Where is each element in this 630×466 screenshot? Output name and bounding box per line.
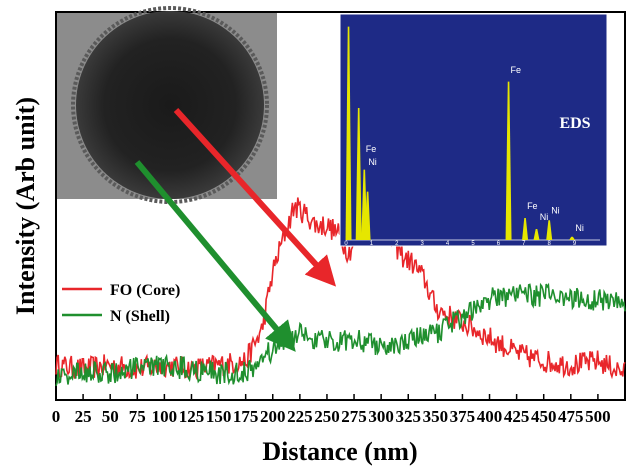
x-tick-label: 325 [395,407,421,426]
x-tick-label: 50 [102,407,119,426]
eds-peak-label: Ni [540,212,549,222]
eds-tick-label: 6 [497,241,501,247]
eds-tick-label: 7 [522,241,526,247]
x-tick-label: 150 [206,407,232,426]
x-axis-title: Distance (nm) [262,437,417,466]
eds-background [339,13,608,247]
x-tick-label: 300 [368,407,394,426]
x-tick-label: 225 [287,407,313,426]
eds-peak-label: Fe [366,144,377,154]
x-tick-label: 450 [531,407,557,426]
y-axis-title: Intensity (Arb unit) [11,97,40,315]
eds-peak [505,81,512,240]
x-tick-label: 100 [152,407,178,426]
legend-label-fo: FO (Core) [110,282,180,299]
legend-label-n: N (Shell) [110,308,170,325]
x-tick-label: 200 [260,407,286,426]
nanoparticle-micrograph-icon [76,11,264,199]
eds-peak [355,108,362,240]
x-tick-label: 275 [341,407,367,426]
eds-peak [345,26,352,240]
eds-title: EDS [559,115,590,132]
eds-peak [569,236,576,240]
x-tick-label: 400 [477,407,503,426]
x-tick-label: 250 [314,407,340,426]
eds-tick-label: 5 [471,241,475,247]
plot-frame [55,11,626,401]
x-tick-label: 475 [558,407,584,426]
eds-peak [364,191,371,240]
x-axis-ticks: 0 25 50 75 100 125 150 175 200 225 250 275 300 325 350… [52,394,611,426]
eds-peak-label: Ni [368,157,377,167]
x-tick-label: 375 [450,407,476,426]
eds-peak [546,220,553,240]
eds-tick-label: 4 [446,241,450,247]
eds-tick-label: 1 [370,241,374,247]
eds-peak-label: Ni [575,223,584,233]
eds-peak-label: Ni [551,206,560,216]
x-tick-label: 25 [75,407,92,426]
green-arrow [134,160,296,352]
eds-peak-label: Fe [511,65,522,75]
eds-peak [522,218,529,240]
x-tick-label: 425 [504,407,530,426]
eds-tick-label: 9 [573,241,577,247]
tem-inset [57,6,277,204]
eds-tick-label: 8 [548,241,552,247]
plot-area: 0 25 50 75 100 125 150 175 200 225 250 275 300 325 350… [52,11,626,426]
red-arrow [173,107,337,287]
legend: FO (Core) N (Shell) [62,282,180,325]
x-tick-label: 75 [129,407,146,426]
eds-peak-label: Fe [527,201,538,211]
x-tick-label: 125 [179,407,205,426]
eds-tick-label: 0 [344,241,348,247]
x-tick-label: 0 [52,407,61,426]
x-tick-label: 350 [423,407,449,426]
series-line-n [55,282,626,387]
eds-peak [533,229,540,240]
eds-tick-label: 3 [421,241,425,247]
x-tick-label: 175 [233,407,259,426]
eds-tick-label: 2 [395,241,399,247]
x-tick-label: 500 [585,407,611,426]
